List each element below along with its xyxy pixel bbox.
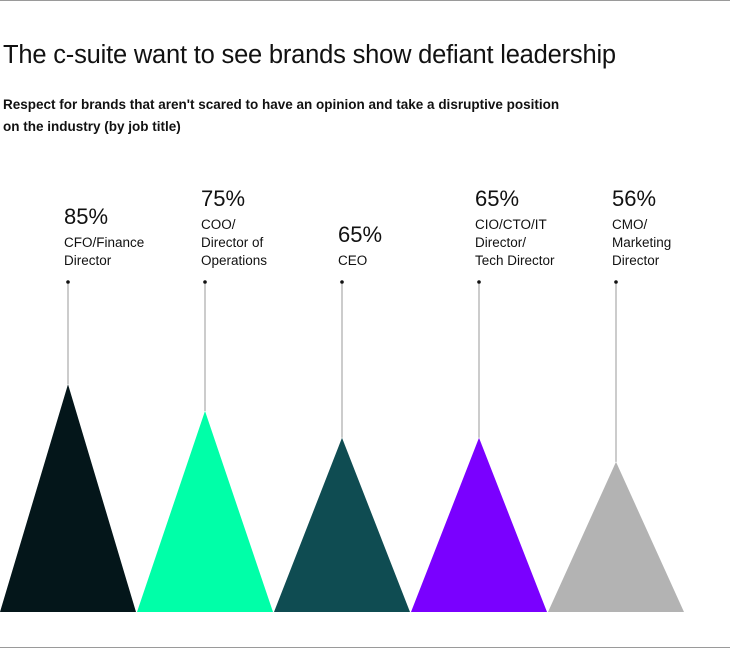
data-label-4: 65% <box>475 186 519 211</box>
triangle-bar-3 <box>274 437 410 612</box>
triangle-bar-1 <box>0 384 136 612</box>
leader-dot-2 <box>203 280 207 284</box>
category-label-line: Marketing <box>612 235 671 250</box>
category-label-5: CMO/Marketing Director <box>612 217 671 268</box>
category-label-line: Director <box>64 253 112 268</box>
leader-dot-1 <box>66 280 70 284</box>
data-label-2: 75% <box>201 186 245 211</box>
top-divider <box>0 0 730 1</box>
category-label-line: Tech Director <box>475 253 555 268</box>
bottom-divider <box>0 647 730 648</box>
data-label-1: 85% <box>64 204 108 229</box>
category-label-line: CMO/ <box>612 217 647 232</box>
category-label-3: CEO <box>338 253 367 268</box>
triangle-bar-5 <box>548 461 684 612</box>
category-label-line: Director/ <box>475 235 526 250</box>
leader-dot-4 <box>477 280 481 284</box>
category-label-line: CEO <box>338 253 367 268</box>
category-label-line: CFO/Finance <box>64 235 144 250</box>
category-label-line: Director of <box>201 235 264 250</box>
category-label-line: Operations <box>201 253 267 268</box>
category-label-4: CIO/CTO/IT Director/Tech Director <box>475 217 555 268</box>
chart-title: The c-suite want to see brands show defi… <box>3 41 616 69</box>
triangle-bar-2 <box>137 411 273 612</box>
category-label-line: CIO/CTO/IT <box>475 217 547 232</box>
category-label-line: COO/ <box>201 217 236 232</box>
data-label-3: 65% <box>338 222 382 247</box>
category-label-line: Director <box>612 253 660 268</box>
category-label-1: CFO/Finance Director <box>64 235 144 268</box>
leader-dot-3 <box>340 280 344 284</box>
data-label-5: 56% <box>612 186 656 211</box>
triangle-bar-4 <box>411 437 547 612</box>
leader-dot-5 <box>614 280 618 284</box>
category-label-2: COO/Director of Operations <box>201 217 267 268</box>
chart-subtitle: Respect for brands that aren't scared to… <box>3 97 560 134</box>
